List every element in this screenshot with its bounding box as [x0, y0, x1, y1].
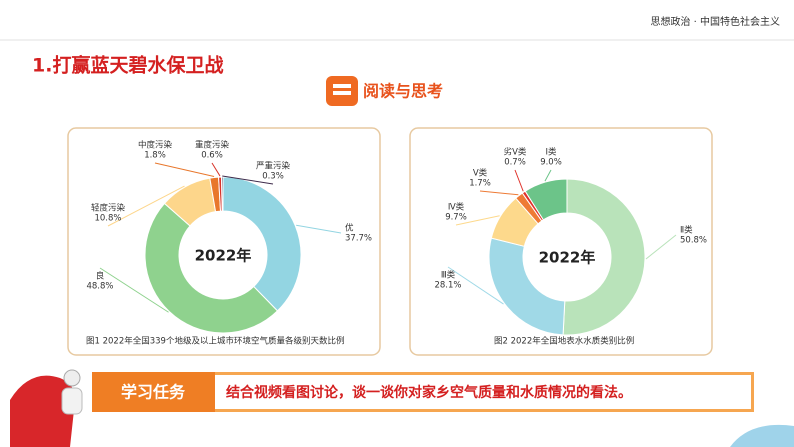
slice-label: Ⅱ类	[680, 225, 693, 236]
slice-label: 优	[345, 223, 354, 234]
leader-line	[447, 266, 504, 305]
slice-value-label: 37.7%	[345, 234, 372, 244]
subject: 思想政治 · 中国特色社会主义	[650, 15, 780, 28]
slice-label: 重度污染	[195, 140, 230, 151]
task-label-box	[92, 372, 215, 412]
slice	[222, 176, 302, 312]
slice-value-label: 9.7%	[445, 213, 467, 223]
badge-icon-book	[333, 91, 351, 95]
decoration	[730, 424, 794, 447]
leader-line	[479, 190, 519, 196]
slice-value-label: 0.7%	[504, 158, 526, 168]
task-inner	[215, 375, 751, 409]
leader-line	[154, 162, 215, 177]
slice-label: Ⅳ类	[448, 202, 465, 213]
slice-label: 轻度污染	[91, 203, 126, 214]
slice-label: 良	[96, 271, 105, 282]
slice-value-label: 1.8%	[144, 151, 166, 161]
task-label: 学习任务	[121, 383, 186, 402]
center-label: 2022年	[195, 247, 252, 265]
slice-value-label: 10.8%	[94, 214, 121, 224]
slice	[144, 202, 279, 334]
leader-line	[211, 162, 221, 177]
badge-text: 阅读与思考	[363, 82, 443, 101]
chart-frame	[409, 127, 713, 356]
slice-label: Ⅴ类	[473, 168, 488, 179]
chart-caption: 图2 2022年全国地表水水质类别比例	[494, 336, 634, 347]
slice	[221, 176, 224, 212]
decoration	[63, 369, 81, 387]
center-label: 2022年	[539, 249, 596, 267]
slice	[562, 178, 646, 336]
leader-line	[455, 215, 500, 226]
slice-value-label: 0.3%	[262, 172, 284, 182]
leader-line	[107, 185, 185, 227]
leader-line	[222, 175, 274, 185]
slice-value-label: 50.8%	[680, 236, 707, 246]
decoration	[10, 375, 76, 447]
slice-label: 中度污染	[138, 140, 173, 151]
decoration	[61, 387, 83, 415]
slice-label: Ⅲ类	[441, 270, 456, 281]
chart-caption: 图1 2022年全国339个地级及以上城市环境空气质量各级别天数比例	[86, 336, 344, 347]
leader-line	[544, 169, 552, 182]
task-text: 结合视频看图讨论，谈一谈你对家乡空气质量和水质情况的看法。	[226, 384, 632, 401]
leader-line	[99, 267, 169, 313]
slice-label: 劣Ⅴ类	[504, 147, 527, 158]
leader-line	[645, 234, 677, 260]
badge-icon-book	[333, 84, 351, 88]
leader-line	[296, 224, 342, 234]
slice-value-label: 0.6%	[201, 151, 223, 161]
slice-value-label: 1.7%	[469, 179, 491, 189]
slice-value-label: 9.0%	[540, 158, 562, 168]
slice-value-label: 28.1%	[434, 281, 461, 291]
leader-line	[514, 169, 524, 192]
slide-title: 1.打赢蓝天碧水保卫战	[32, 54, 223, 77]
slice-label: 严重污染	[256, 161, 291, 172]
slice	[524, 178, 568, 221]
slice-value-label: 48.8%	[86, 282, 113, 292]
slice-label: Ⅰ类	[545, 147, 557, 158]
